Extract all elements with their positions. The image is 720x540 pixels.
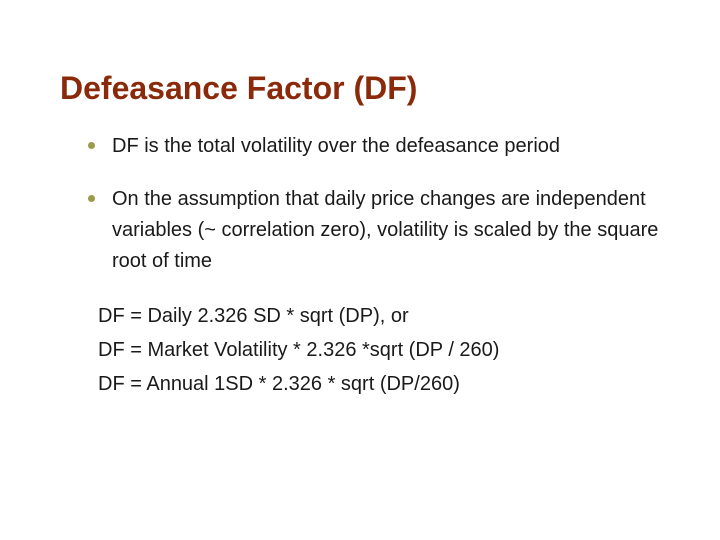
bullet-list: DF is the total volatility over the defe… [60, 131, 660, 277]
bullet-item: DF is the total volatility over the defe… [88, 131, 660, 162]
formula-line: DF = Daily 2.326 SD * sqrt (DP), or [98, 299, 660, 333]
bullet-item: On the assumption that daily price chang… [88, 184, 660, 277]
formula-line: DF = Annual 1SD * 2.326 * sqrt (DP/260) [98, 367, 660, 401]
slide: Defeasance Factor (DF) DF is the total v… [0, 0, 720, 540]
formula-line: DF = Market Volatility * 2.326 *sqrt (DP… [98, 333, 660, 367]
formula-block: DF = Daily 2.326 SD * sqrt (DP), or DF =… [60, 299, 660, 401]
slide-title: Defeasance Factor (DF) [60, 70, 660, 107]
